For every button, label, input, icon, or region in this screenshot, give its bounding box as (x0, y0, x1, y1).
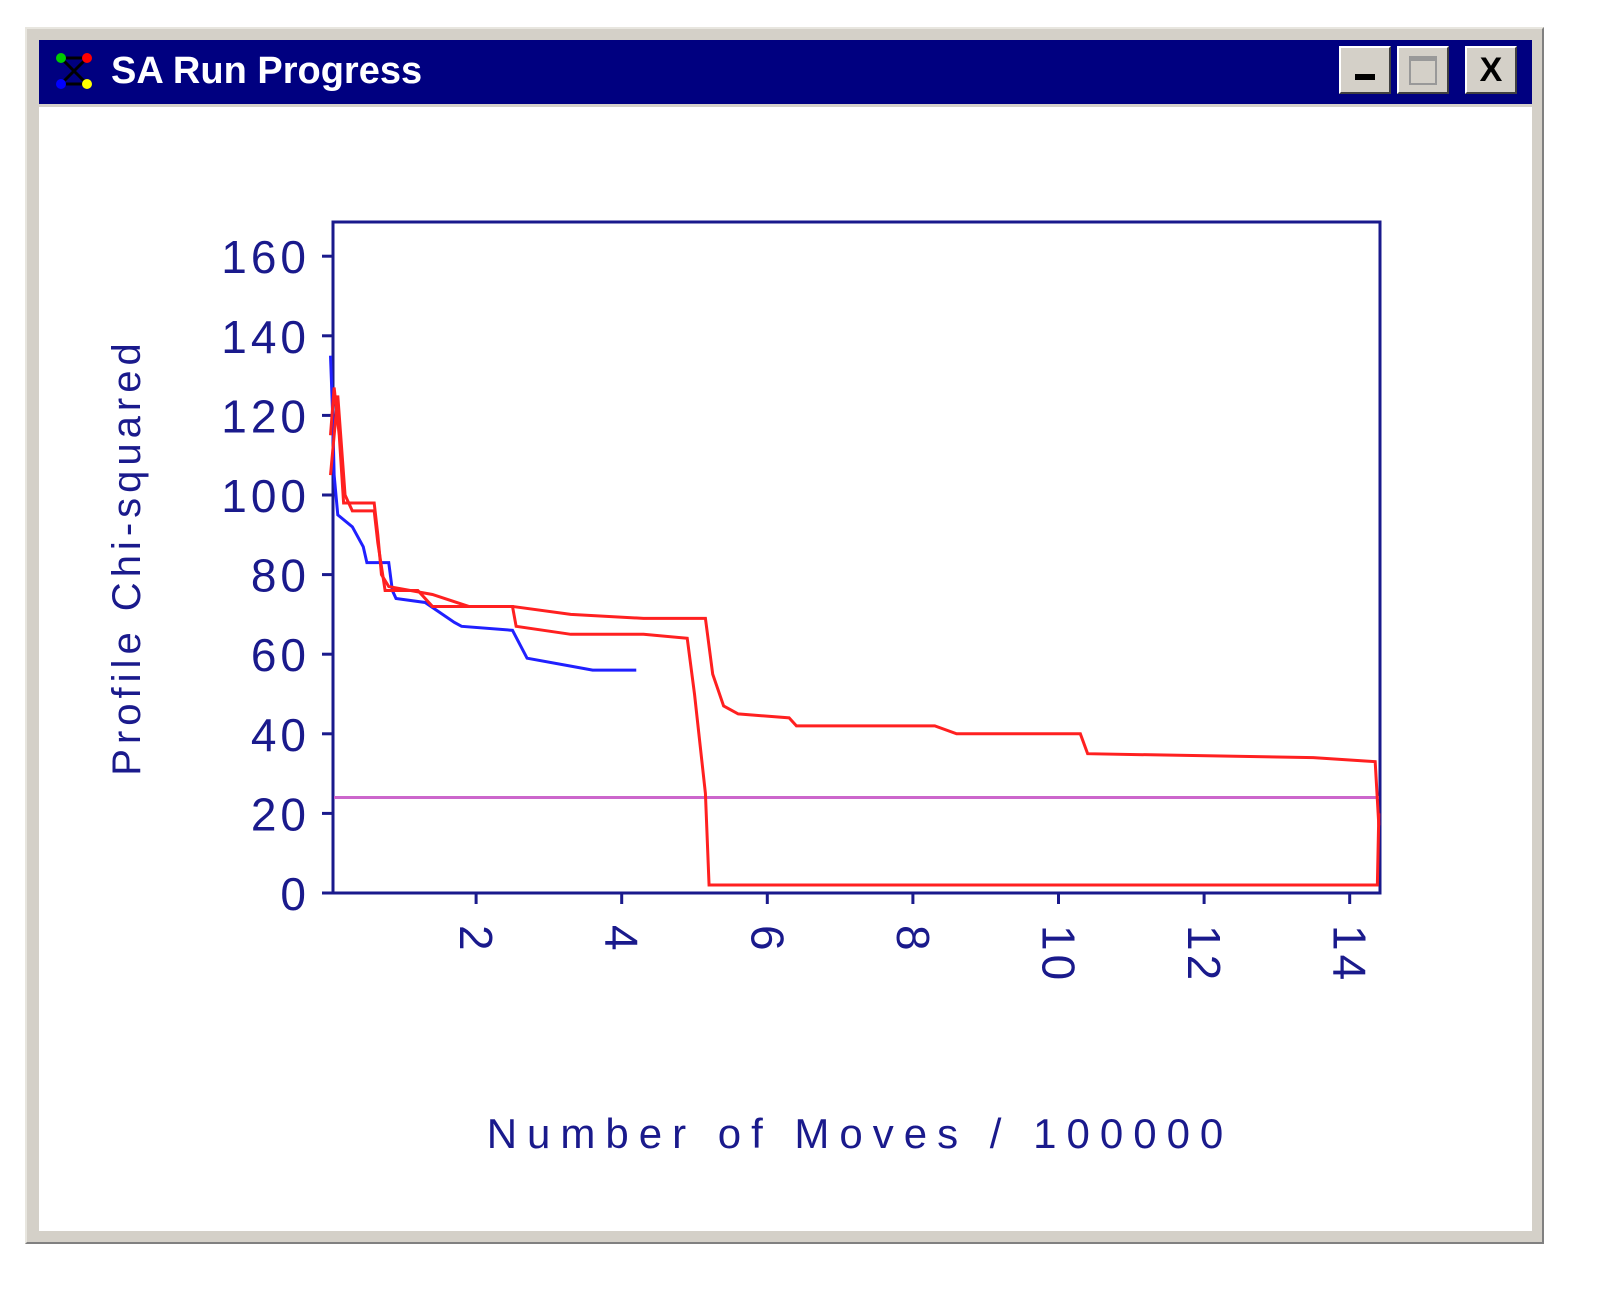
y-tick-label: 80 (251, 550, 310, 602)
series-run-blue (329, 355, 637, 672)
x-tick-label: 6 (741, 925, 793, 955)
chart-area (39, 107, 1532, 1231)
y-axis-label: Profile Chi-squared (105, 338, 149, 775)
network-graph-icon (56, 53, 92, 89)
plot-frame (331, 220, 1382, 895)
series-run-red-a (329, 387, 1381, 826)
y-tick-label: 160 (221, 231, 310, 283)
title-bar[interactable]: SA Run Progress X (39, 40, 1532, 104)
window-title: SA Run Progress (111, 50, 423, 92)
y-tick-label: 60 (251, 629, 310, 681)
x-tick-label: 2 (450, 925, 502, 955)
x-tick-label: 12 (1178, 925, 1230, 984)
x-tick-label: 4 (596, 925, 648, 955)
x-tick-label: 8 (887, 925, 939, 955)
y-tick-label: 140 (221, 311, 310, 363)
y-tick-label: 40 (251, 709, 310, 761)
sa-run-progress-window: SA Run Progress X (25, 27, 1544, 1244)
series-run-red-b (329, 395, 1381, 887)
minimize-button[interactable] (1339, 46, 1391, 94)
y-tick-label: 100 (221, 470, 310, 522)
y-tick-label: 120 (221, 390, 310, 442)
x-axis-label: Number of Moves / 100000 (487, 1110, 1234, 1157)
maximize-button[interactable] (1397, 46, 1449, 94)
x-tick-label: 10 (1033, 925, 1085, 984)
minimize-icon (1355, 74, 1375, 80)
close-button[interactable]: X (1465, 46, 1517, 94)
y-tick-label: 0 (280, 868, 310, 920)
maximize-icon (1409, 56, 1437, 85)
close-icon: X (1479, 51, 1503, 89)
y-tick-label: 20 (251, 788, 310, 840)
x-tick-label: 14 (1324, 925, 1376, 984)
